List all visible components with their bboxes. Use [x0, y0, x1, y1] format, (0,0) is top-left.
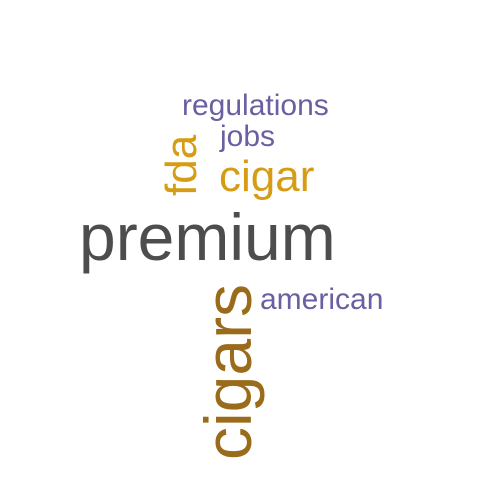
word-cigars: cigars: [191, 283, 265, 460]
word-regulations: regulations: [182, 89, 329, 122]
word-premium: premium: [79, 200, 336, 274]
word-jobs: jobs: [220, 120, 276, 153]
word-american: american: [260, 283, 384, 316]
word-fda: fda: [157, 134, 206, 196]
word-cigar: cigar: [219, 152, 315, 201]
